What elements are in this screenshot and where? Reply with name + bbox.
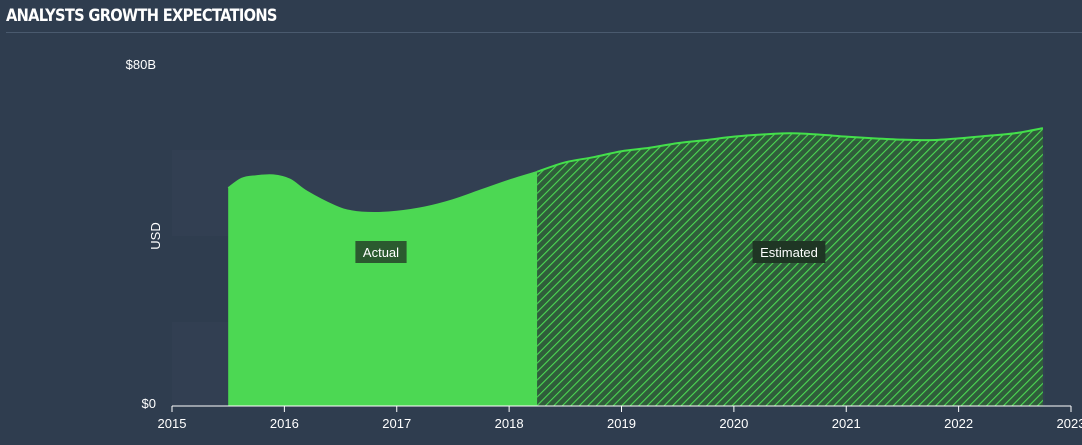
estimated-label: Estimated (752, 241, 826, 263)
x-tick-label-2018: 2018 (495, 416, 524, 431)
y-tick-label-max: $80B (126, 57, 156, 72)
x-tick-label-2021: 2021 (832, 416, 861, 431)
x-tick-label-2020: 2020 (719, 416, 748, 431)
estimated-label-bg (752, 241, 826, 263)
header-divider (6, 32, 1082, 33)
estimated-line (536, 127, 1044, 173)
x-tick-label-2017: 2017 (382, 416, 411, 431)
x-tick-label-2015: 2015 (158, 416, 187, 431)
plot-areas (227, 127, 1044, 406)
actual-line (227, 171, 538, 214)
actual-label: Actual (355, 241, 407, 263)
actual-label-bg (355, 241, 407, 263)
x-tick-label-2022: 2022 (944, 416, 973, 431)
x-tick-label-2023: 2023 (1057, 416, 1082, 431)
y-axis-label: USD (148, 222, 163, 249)
chart-title: ANALYSTS GROWTH EXPECTATIONS (6, 6, 277, 26)
estimated-label-text: Estimated (760, 245, 818, 260)
chart-header: ANALYSTS GROWTH EXPECTATIONS (0, 0, 1082, 34)
plot-labels: Actual Estimated (355, 241, 826, 263)
actual-label-text: Actual (363, 245, 399, 260)
axes: 2015 2016 2017 2018 2019 2020 2021 2022 2023 $80B… (126, 57, 1082, 431)
y-tick-label-min: $0 (142, 396, 156, 411)
estimated-area (537, 128, 1043, 406)
actual-area (228, 171, 538, 406)
x-tick-label-2016: 2016 (270, 416, 299, 431)
x-tick-label-2019: 2019 (607, 416, 636, 431)
